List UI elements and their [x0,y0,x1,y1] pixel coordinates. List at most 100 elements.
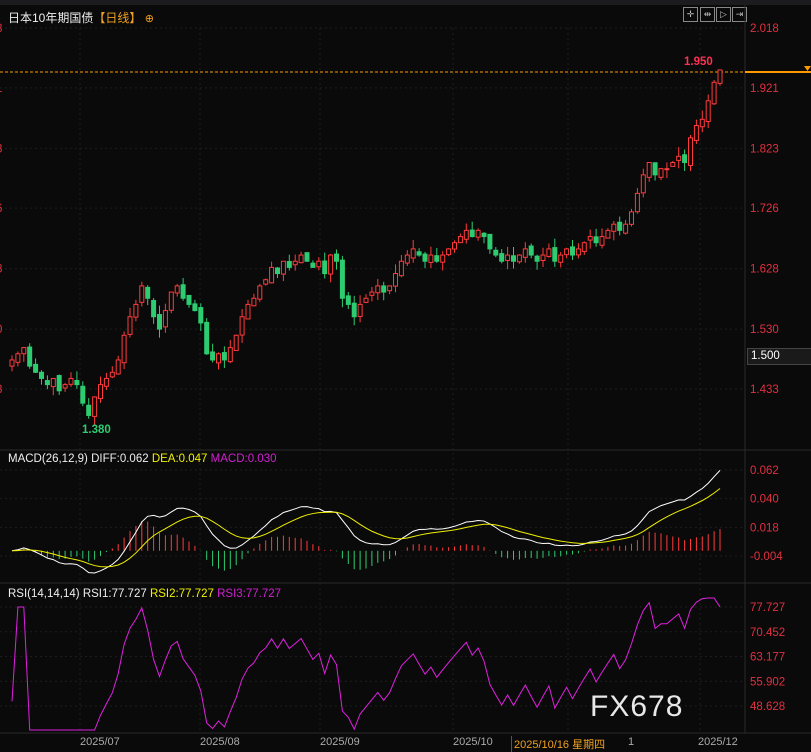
candle-body [369,291,375,296]
left-tick: 8 [0,23,2,35]
candle-body [121,334,127,364]
candle-body [98,384,103,400]
candle-body [328,254,334,275]
candle-body [593,236,599,244]
date-tick: 2025/08 [200,736,240,748]
candle-body [564,248,570,256]
left-tick: 3 [0,384,2,396]
candle-body [652,162,658,176]
candle-body [21,347,27,355]
candle-body [540,254,546,261]
candle-body [711,81,717,105]
candle-body [168,291,174,311]
candle-body [221,352,227,361]
date-tick: 2025/07 [80,736,120,748]
macd-tick: 0.040 [750,494,779,506]
candle-body [257,285,263,300]
candle-body [717,69,723,84]
candle-body [682,154,688,164]
price-tick: 1.823 [750,143,779,155]
candle-body [487,233,493,250]
candle-body [623,223,629,234]
fit-icon[interactable]: ⇹ [700,7,715,22]
candle-body [68,377,74,385]
date-tick: 2025/12 [698,736,738,748]
end-icon[interactable]: ⇥ [732,7,747,22]
candle-body [15,353,21,363]
candle-body [475,229,481,238]
diff-line [11,470,721,574]
candle-body [440,254,446,263]
candle-body [74,379,80,386]
top-bar [0,0,811,5]
low-price-label: 1.380 [82,424,111,436]
candle-body [410,248,416,259]
candle-body [56,375,62,392]
candle-body [9,359,15,367]
candle-body [575,248,581,256]
candle-body [86,404,92,416]
candle-body [688,137,693,166]
macd-tick: 0.062 [750,465,779,477]
candle-body [269,266,275,284]
rsi-tick: 48.628 [750,701,785,713]
macd-tick: 0.018 [750,522,779,534]
price-tick: 1.726 [750,203,779,215]
candle-body [245,303,251,320]
candle-body [646,162,652,178]
price-tick: 1.921 [750,83,779,95]
candle-body [310,262,316,268]
candle-body [27,346,33,367]
candle-body [216,353,221,364]
candle-body [558,254,564,263]
candle-body [416,251,422,256]
candle-body [522,248,528,258]
candle-body [493,249,499,256]
candle-body [605,229,611,239]
candle-body [80,385,86,404]
candle-body [599,236,605,246]
candle-body [127,316,133,335]
candle-body [339,259,345,299]
candle-body [351,302,357,318]
crosshair-date: 2025/10/16 星期四 [511,736,605,752]
candle-body [634,192,640,213]
candle-body [363,297,369,303]
candle-body [174,285,180,294]
candle-body [469,229,475,238]
date-tick: 2025/09 [320,736,360,748]
candle-body [239,316,245,336]
period-selector[interactable]: 【日线】 [93,11,142,25]
rsi-line [11,597,721,731]
candle-body [387,285,393,292]
candle-body [546,248,552,257]
candle-body [499,253,505,262]
candle-body [192,303,198,312]
candle-body [693,124,699,142]
crosshair-icon[interactable]: ✛ [683,7,698,22]
candle-body [39,371,44,379]
candle-body [434,255,440,262]
chart-title: 日本10年期国债【日线】 ⊕ [8,9,154,26]
candle-body [251,297,257,307]
play-icon[interactable]: ▷ [716,7,731,22]
candle-body [581,242,587,252]
rsi-tick: 77.727 [750,602,785,614]
candle-body [446,248,452,256]
left-tick: 0 [0,324,2,336]
candle-body [204,321,210,355]
candle-body [298,254,304,264]
candle-body [33,363,39,373]
globe-icon[interactable]: ⊕ [144,13,154,25]
macd-legend: MACD(26,12,9) DIFF:0.062 DEA:0.047 MACD:… [8,453,277,465]
candle-body [422,253,428,262]
instrument-name: 日本10年期国债 [8,11,94,25]
candle-body [516,254,522,263]
candle-body [664,168,670,171]
candle-body [552,247,558,262]
candle-body [357,303,363,317]
left-tick: 6 [0,203,2,215]
last-price-label: 1.950 [684,56,713,68]
candle-body [157,314,162,330]
